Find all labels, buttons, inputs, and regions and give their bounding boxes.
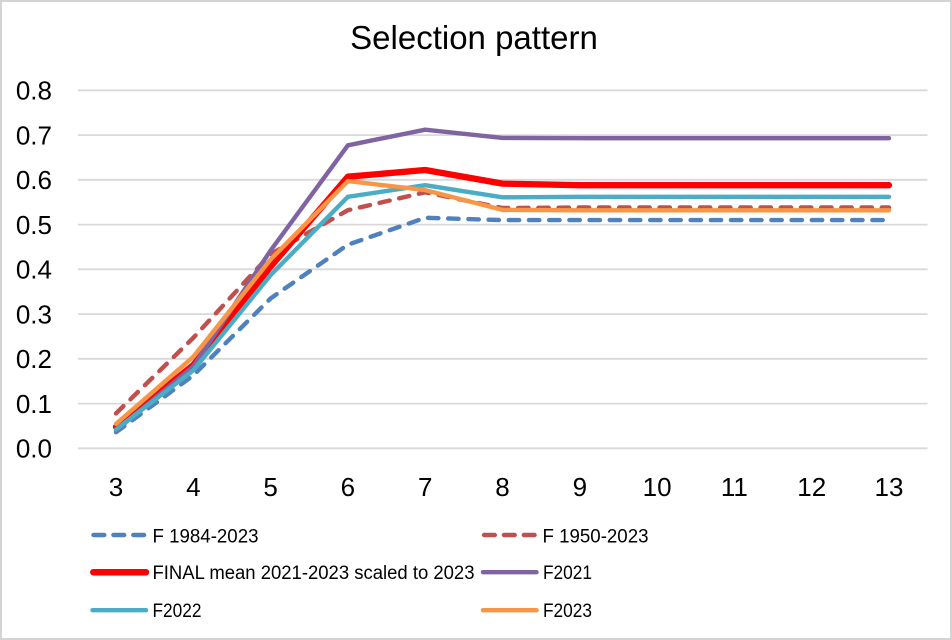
svg-text:0.4: 0.4 bbox=[16, 255, 52, 285]
svg-text:0.1: 0.1 bbox=[16, 389, 52, 419]
svg-text:6: 6 bbox=[341, 472, 355, 502]
svg-text:7: 7 bbox=[418, 472, 432, 502]
svg-text:F2023: F2023 bbox=[543, 601, 592, 622]
svg-text:0.2: 0.2 bbox=[16, 344, 52, 374]
svg-text:0.8: 0.8 bbox=[16, 76, 52, 106]
svg-text:FINAL mean 2021-2023 scaled to: FINAL mean 2021-2023 scaled to 2023 bbox=[153, 563, 475, 584]
svg-text:10: 10 bbox=[643, 472, 672, 502]
svg-text:Selection pattern: Selection pattern bbox=[350, 19, 598, 56]
svg-text:8: 8 bbox=[495, 472, 509, 502]
svg-text:5: 5 bbox=[263, 472, 277, 502]
svg-text:0.6: 0.6 bbox=[16, 165, 52, 195]
svg-text:0.7: 0.7 bbox=[16, 120, 52, 150]
svg-text:13: 13 bbox=[875, 472, 904, 502]
svg-text:9: 9 bbox=[573, 472, 587, 502]
svg-text:0.5: 0.5 bbox=[16, 210, 52, 240]
svg-text:3: 3 bbox=[109, 472, 123, 502]
svg-text:F2022: F2022 bbox=[153, 601, 202, 622]
svg-text:11: 11 bbox=[721, 472, 748, 502]
svg-text:F2021: F2021 bbox=[543, 563, 592, 584]
svg-text:12: 12 bbox=[797, 472, 826, 502]
svg-text:F 1950-2023: F 1950-2023 bbox=[543, 526, 649, 547]
svg-text:0.3: 0.3 bbox=[16, 299, 52, 329]
svg-text:4: 4 bbox=[186, 472, 200, 502]
svg-text:F 1984-2023: F 1984-2023 bbox=[153, 526, 259, 547]
svg-text:0.0: 0.0 bbox=[16, 434, 52, 464]
